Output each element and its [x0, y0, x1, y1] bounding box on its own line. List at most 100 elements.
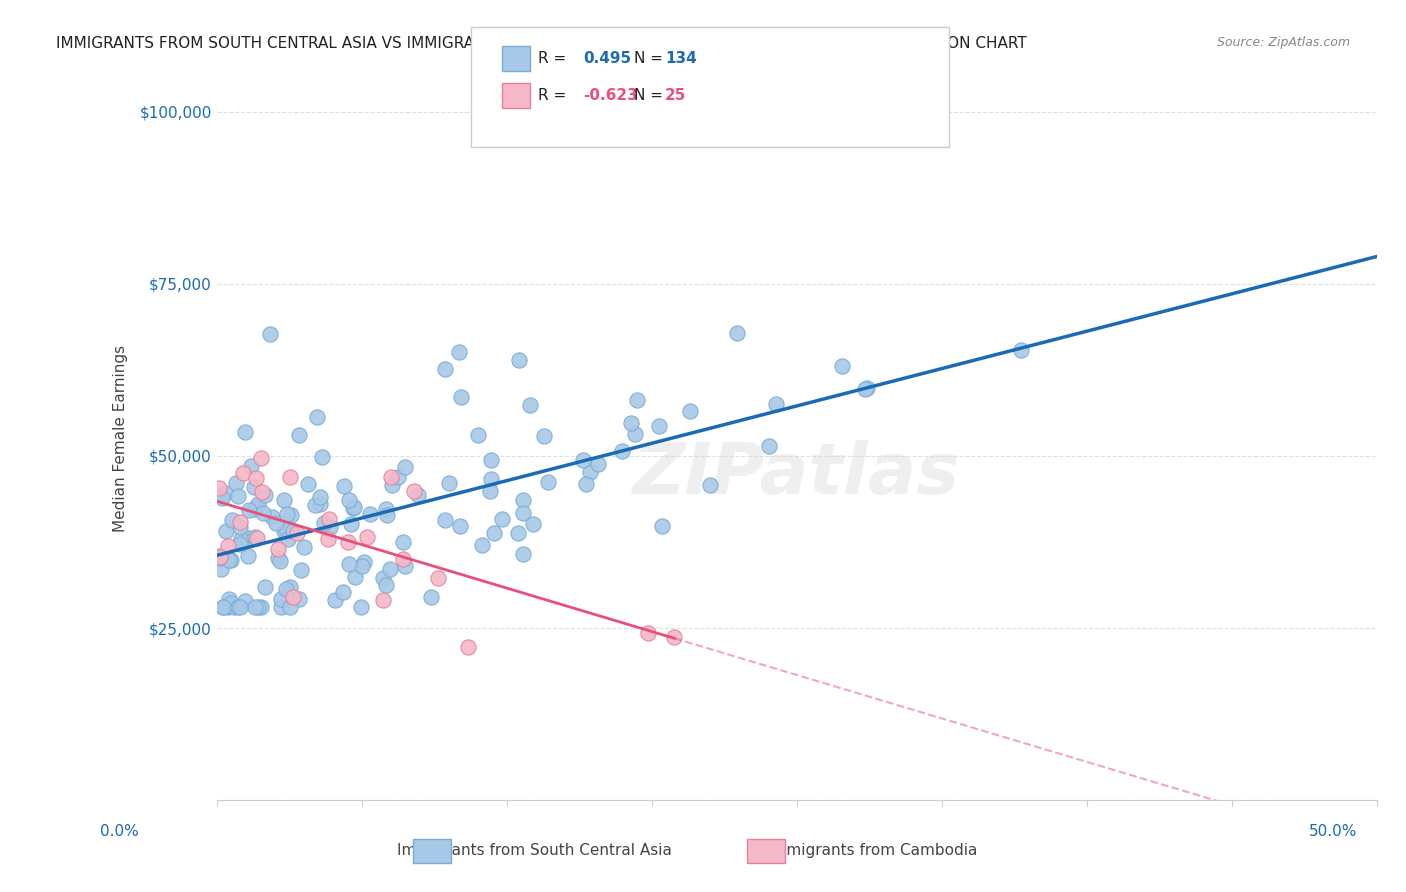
- Point: [273, 524, 295, 538]
- Point: [252, 484, 274, 499]
- Point: [259, 327, 281, 342]
- Point: [374, 577, 396, 591]
- Point: [449, 345, 471, 359]
- Point: [350, 600, 373, 615]
- Point: [508, 353, 530, 368]
- Point: [339, 516, 361, 531]
- Point: [243, 600, 266, 615]
- Point: [246, 531, 269, 545]
- Point: [297, 477, 319, 491]
- Point: [512, 547, 534, 561]
- Point: [437, 475, 460, 490]
- Point: [571, 453, 593, 467]
- Point: [270, 591, 292, 606]
- Point: [214, 486, 236, 500]
- Text: 0.0%: 0.0%: [100, 824, 139, 838]
- Point: [278, 580, 301, 594]
- Point: [290, 563, 312, 577]
- Point: [229, 532, 252, 546]
- Point: [337, 534, 360, 549]
- Point: [343, 500, 366, 514]
- Point: [219, 553, 242, 567]
- Point: [243, 501, 266, 516]
- Point: [404, 484, 426, 499]
- Point: [491, 512, 513, 526]
- Point: [277, 532, 299, 546]
- Text: N =: N =: [634, 52, 664, 66]
- Point: [624, 426, 647, 441]
- Point: [449, 519, 471, 533]
- Point: [758, 439, 780, 453]
- Text: 134: 134: [665, 52, 697, 66]
- Text: -0.623: -0.623: [583, 88, 638, 103]
- Point: [481, 472, 503, 486]
- Point: [226, 489, 249, 503]
- Point: [238, 549, 260, 563]
- Point: [218, 592, 240, 607]
- Point: [537, 475, 560, 490]
- Y-axis label: Median Female Earnings: Median Female Earnings: [114, 345, 128, 533]
- Point: [253, 580, 276, 594]
- Point: [309, 497, 332, 511]
- Point: [853, 382, 876, 396]
- Point: [267, 551, 290, 566]
- Point: [408, 488, 430, 502]
- Point: [533, 429, 555, 443]
- Point: [434, 362, 457, 376]
- Point: [225, 475, 247, 490]
- Point: [512, 506, 534, 520]
- Point: [648, 419, 671, 434]
- Point: [287, 428, 309, 442]
- Point: [269, 554, 291, 568]
- Point: [337, 492, 360, 507]
- Point: [332, 585, 354, 599]
- Point: [249, 451, 271, 466]
- Point: [314, 516, 336, 531]
- Point: [637, 626, 659, 640]
- Point: [311, 450, 333, 464]
- Text: Immigrants from Cambodia: Immigrants from Cambodia: [766, 844, 977, 858]
- Point: [579, 465, 602, 479]
- Point: [359, 508, 381, 522]
- Point: [350, 559, 373, 574]
- Point: [274, 522, 297, 536]
- Point: [419, 590, 441, 604]
- Point: [519, 398, 541, 412]
- Point: [229, 537, 252, 551]
- Text: 50.0%: 50.0%: [1309, 824, 1357, 838]
- Point: [229, 600, 252, 615]
- Point: [318, 512, 340, 526]
- Point: [228, 520, 250, 534]
- Point: [394, 460, 416, 475]
- Point: [387, 470, 409, 484]
- Point: [380, 561, 402, 575]
- Point: [280, 508, 302, 523]
- Point: [727, 326, 749, 340]
- Point: [219, 596, 242, 610]
- Point: [232, 466, 254, 480]
- Point: [217, 600, 239, 615]
- Point: [253, 488, 276, 502]
- Point: [209, 549, 232, 564]
- Point: [381, 478, 404, 492]
- Point: [209, 562, 232, 576]
- Point: [270, 600, 292, 615]
- Point: [620, 416, 643, 430]
- Point: [246, 497, 269, 511]
- Point: [512, 492, 534, 507]
- Point: [332, 479, 354, 493]
- Point: [373, 571, 395, 585]
- Point: [325, 592, 347, 607]
- Point: [375, 502, 398, 516]
- Point: [699, 478, 721, 492]
- Point: [343, 569, 366, 583]
- Point: [1010, 343, 1032, 357]
- Point: [214, 524, 236, 538]
- Point: [208, 550, 231, 565]
- Point: [238, 531, 260, 545]
- Point: [278, 470, 301, 484]
- Point: [276, 507, 298, 521]
- Text: IMMIGRANTS FROM SOUTH CENTRAL ASIA VS IMMIGRANTS FROM CAMBODIA MEDIAN FEMALE EAR: IMMIGRANTS FROM SOUTH CENTRAL ASIA VS IM…: [56, 36, 1026, 51]
- Point: [273, 492, 295, 507]
- Point: [233, 594, 256, 608]
